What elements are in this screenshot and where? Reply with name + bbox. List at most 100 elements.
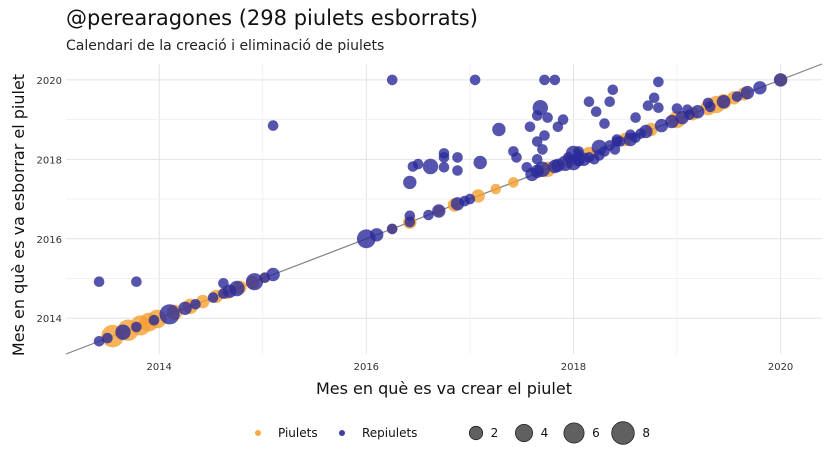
data-point-repiulets [93, 336, 105, 347]
data-point-repiulets [539, 130, 550, 141]
data-point-repiulets [648, 92, 660, 104]
legend-key-repiulets [339, 430, 345, 436]
size-legend-circle [468, 425, 484, 441]
data-point-repiulets [190, 299, 201, 310]
data-point-repiulets [492, 122, 506, 137]
data-point-piulets [490, 183, 502, 195]
data-points [93, 73, 788, 348]
legend-label-piulets: Piulets [278, 426, 318, 440]
data-point-repiulets [599, 146, 610, 157]
data-point-piulets [508, 177, 519, 188]
data-point-repiulets [148, 314, 160, 326]
data-point-repiulets [438, 148, 450, 159]
y-tick-label: 2018 [37, 155, 62, 166]
size-legend-label: 8 [642, 426, 650, 440]
data-point-repiulets [607, 84, 619, 96]
size-legend-circle [563, 422, 585, 444]
data-point-repiulets [731, 91, 743, 102]
data-point-repiulets [635, 128, 647, 139]
legend-label-repiulets: Repiulets [362, 426, 417, 440]
data-point-repiulets [740, 85, 755, 100]
x-tick-label: 2018 [561, 362, 586, 373]
legend: Piulets Repiulets 2 4 6 8 [255, 421, 650, 445]
size-legend-label: 6 [592, 426, 600, 440]
data-point-repiulets [682, 104, 693, 115]
data-point-repiulets [370, 228, 384, 242]
data-point-repiulets [630, 112, 641, 123]
data-point-repiulets [609, 144, 621, 155]
data-point-repiulets [531, 110, 543, 121]
data-point-repiulets [131, 321, 142, 333]
data-point-repiulets [531, 136, 543, 147]
data-point-repiulets [537, 144, 548, 155]
data-point-repiulets [604, 96, 615, 107]
data-point-repiulets [93, 276, 105, 288]
grid [66, 64, 822, 354]
data-point-repiulets [599, 118, 610, 129]
data-point-repiulets [539, 74, 550, 86]
data-point-repiulets [403, 175, 417, 190]
data-point-repiulets [590, 106, 602, 117]
legend-key-piulets [255, 430, 261, 436]
data-point-repiulets [542, 112, 553, 123]
data-point-repiulets [469, 74, 481, 86]
data-point-repiulets [702, 97, 714, 109]
data-point-repiulets [773, 73, 788, 87]
data-point-repiulets [534, 161, 551, 177]
data-point-repiulets [551, 158, 565, 172]
data-point-repiulets [671, 103, 683, 114]
data-point-repiulets [404, 210, 416, 222]
chart-subtitle: Calendari de la creació i eliminació de … [66, 38, 385, 54]
data-point-repiulets [625, 129, 636, 140]
data-point-repiulets [583, 96, 595, 107]
data-point-repiulets [159, 304, 180, 325]
data-point-repiulets [178, 301, 192, 315]
data-point-repiulets [549, 74, 561, 86]
data-point-repiulets [438, 162, 450, 173]
data-point-repiulets [131, 276, 142, 288]
data-point-repiulets [653, 102, 664, 113]
data-point-repiulets [653, 76, 664, 88]
x-tick-label: 2014 [146, 362, 171, 373]
data-point-repiulets [642, 100, 654, 111]
y-axis-label: Mes en què es va esborrar el piulet [9, 74, 28, 356]
size-legend-circle [515, 423, 534, 442]
data-point-repiulets [432, 204, 446, 218]
y-tick-label: 2016 [37, 235, 62, 246]
data-point-repiulets [102, 332, 113, 344]
data-point-repiulets [531, 154, 543, 165]
data-point-repiulets [259, 272, 271, 284]
data-point-repiulets [412, 158, 424, 170]
data-point-repiulets [473, 155, 487, 170]
data-point-repiulets [452, 165, 463, 176]
data-point-repiulets [218, 278, 229, 289]
data-point-repiulets [654, 118, 669, 133]
data-point-repiulets [207, 292, 219, 303]
data-point-repiulets [716, 95, 731, 109]
data-point-repiulets [452, 152, 463, 163]
x-axis-ticks: 2014 2016 2018 2020 [146, 362, 793, 373]
x-tick-label: 2016 [354, 362, 379, 373]
data-point-repiulets [222, 284, 237, 298]
y-tick-label: 2014 [37, 314, 62, 325]
y-tick-label: 2020 [37, 76, 62, 87]
data-point-repiulets [464, 193, 476, 205]
data-point-repiulets [691, 105, 705, 119]
data-point-repiulets [611, 134, 623, 145]
data-point-repiulets [665, 114, 679, 129]
data-point-repiulets [573, 149, 584, 160]
x-axis-label: Mes en què es va crear el piulet [316, 379, 572, 398]
data-point-repiulets [115, 324, 131, 340]
x-tick-label: 2020 [768, 362, 793, 373]
data-point-repiulets [511, 152, 522, 163]
data-point-repiulets [423, 209, 434, 221]
data-point-repiulets [753, 81, 767, 95]
chart-title: @perearagones (298 piulets esborrats) [66, 6, 478, 30]
data-point-repiulets [386, 223, 398, 235]
data-point-repiulets [524, 121, 536, 133]
data-point-repiulets [386, 74, 398, 86]
size-legend-label: 4 [541, 426, 549, 440]
data-point-repiulets [245, 273, 264, 291]
data-point-repiulets [557, 114, 569, 125]
size-legend-label: 2 [491, 426, 499, 440]
